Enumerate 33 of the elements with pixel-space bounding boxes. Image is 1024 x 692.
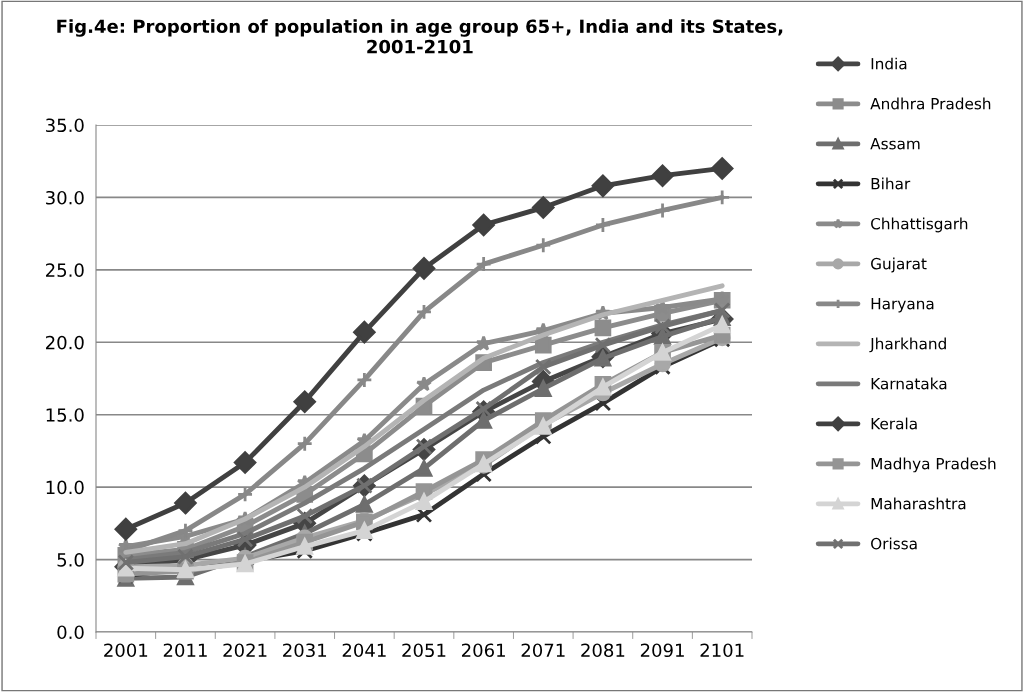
legend-label: India: [871, 57, 907, 70]
x-tick-label: 2101: [700, 643, 744, 658]
chart-title: Fig.4e: Proportion of population in age group 65+, India and its States, 2001-2101: [57, 19, 783, 54]
legend-label: Haryana: [871, 298, 934, 313]
legend-label: Assam: [870, 138, 920, 150]
legend-label: Chhattisgarh: [871, 217, 968, 233]
y-tick-label: 30.0: [46, 190, 84, 205]
y-tick-label: 5.0: [57, 553, 84, 567]
x-tick-label: 2081: [581, 643, 625, 658]
x-tick-label: 2001: [104, 643, 148, 658]
x-tick-label: 2091: [640, 643, 684, 658]
y-tick-label: 10.0: [46, 480, 84, 495]
x-tick-label: 2071: [521, 643, 565, 658]
y-tick-label: 25.0: [46, 263, 84, 277]
legend-label: Madhya Pradesh: [871, 457, 996, 473]
legend-label: Maharashtra: [871, 497, 966, 510]
y-tick-label: 20.0: [46, 335, 84, 350]
legend-label: Karnataka: [871, 377, 947, 390]
x-tick-label: 2041: [342, 643, 386, 658]
legend-label: Orissa: [871, 537, 917, 550]
legend-label: Bihar: [871, 177, 911, 190]
legend-label: Gujarat: [871, 257, 927, 273]
x-tick-label: 2031: [283, 643, 327, 658]
x-tick-label: 2061: [461, 643, 505, 658]
legend-label: Andhra Pradesh: [870, 97, 991, 110]
y-tick-label: 0.0: [57, 625, 84, 640]
legend-label: Kerala: [871, 417, 917, 430]
x-tick-label: 2051: [402, 643, 446, 658]
x-tick-label: 2021: [223, 643, 267, 658]
y-tick-label: 15.0: [46, 408, 84, 422]
y-tick-label: 35.0: [46, 118, 84, 133]
x-tick-label: 2011: [163, 643, 207, 658]
legend-label: Jharkhand: [869, 337, 946, 353]
